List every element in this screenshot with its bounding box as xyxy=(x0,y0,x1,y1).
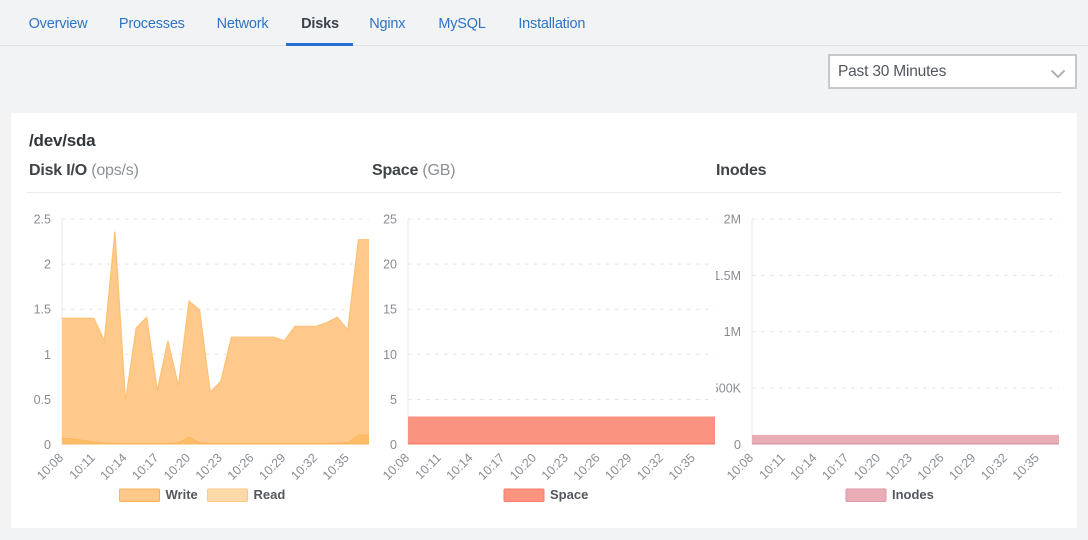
svg-text:10:17: 10:17 xyxy=(819,451,851,483)
svg-text:10:08: 10:08 xyxy=(34,451,66,483)
svg-text:10:17: 10:17 xyxy=(475,451,507,483)
svg-text:5: 5 xyxy=(390,393,397,407)
svg-text:10:11: 10:11 xyxy=(757,451,788,482)
svg-text:10:26: 10:26 xyxy=(571,451,603,483)
svg-text:10:23: 10:23 xyxy=(883,451,915,483)
svg-text:10:20: 10:20 xyxy=(507,451,539,483)
svg-text:10:11: 10:11 xyxy=(67,451,98,482)
svg-text:2M: 2M xyxy=(724,213,741,227)
svg-text:10:35: 10:35 xyxy=(666,451,698,483)
svg-text:Inodes: Inodes xyxy=(892,487,934,502)
svg-text:10:26: 10:26 xyxy=(225,451,257,483)
svg-text:10:14: 10:14 xyxy=(444,451,476,483)
svg-text:10:29: 10:29 xyxy=(946,451,978,483)
svg-text:10:11: 10:11 xyxy=(413,451,444,482)
svg-text:Space: Space xyxy=(550,487,588,502)
svg-text:10:29: 10:29 xyxy=(602,451,634,483)
svg-text:Read: Read xyxy=(254,487,286,502)
svg-text:0.5: 0.5 xyxy=(34,393,51,407)
svg-text:10:29: 10:29 xyxy=(256,451,288,483)
svg-text:10:23: 10:23 xyxy=(539,451,571,483)
svg-text:2: 2 xyxy=(44,258,51,272)
svg-text:10:35: 10:35 xyxy=(1010,451,1042,483)
svg-text:0: 0 xyxy=(390,438,397,452)
svg-text:500K: 500K xyxy=(712,382,742,396)
svg-text:10:14: 10:14 xyxy=(98,451,130,483)
svg-text:10:26: 10:26 xyxy=(915,451,947,483)
svg-text:10:32: 10:32 xyxy=(978,451,1010,483)
svg-text:15: 15 xyxy=(383,303,397,317)
svg-text:0: 0 xyxy=(44,438,51,452)
svg-text:10:14: 10:14 xyxy=(788,451,820,483)
svg-text:10: 10 xyxy=(383,348,397,362)
svg-text:2.5: 2.5 xyxy=(34,213,51,227)
svg-text:0: 0 xyxy=(734,438,741,452)
svg-text:10:08: 10:08 xyxy=(380,451,412,483)
svg-text:10:35: 10:35 xyxy=(320,451,352,483)
svg-text:10:20: 10:20 xyxy=(851,451,883,483)
svg-text:1: 1 xyxy=(44,348,51,362)
svg-text:1.5M: 1.5M xyxy=(713,269,741,283)
svg-text:1.5: 1.5 xyxy=(34,303,51,317)
svg-text:10:20: 10:20 xyxy=(161,451,193,483)
svg-text:10:32: 10:32 xyxy=(288,451,320,483)
svg-text:10:17: 10:17 xyxy=(129,451,161,483)
svg-text:Write: Write xyxy=(166,487,198,502)
svg-text:20: 20 xyxy=(383,258,397,272)
svg-text:10:23: 10:23 xyxy=(193,451,225,483)
svg-text:10:32: 10:32 xyxy=(634,451,666,483)
svg-text:25: 25 xyxy=(383,213,397,227)
svg-text:10:08: 10:08 xyxy=(724,451,756,483)
svg-text:1M: 1M xyxy=(724,325,741,339)
